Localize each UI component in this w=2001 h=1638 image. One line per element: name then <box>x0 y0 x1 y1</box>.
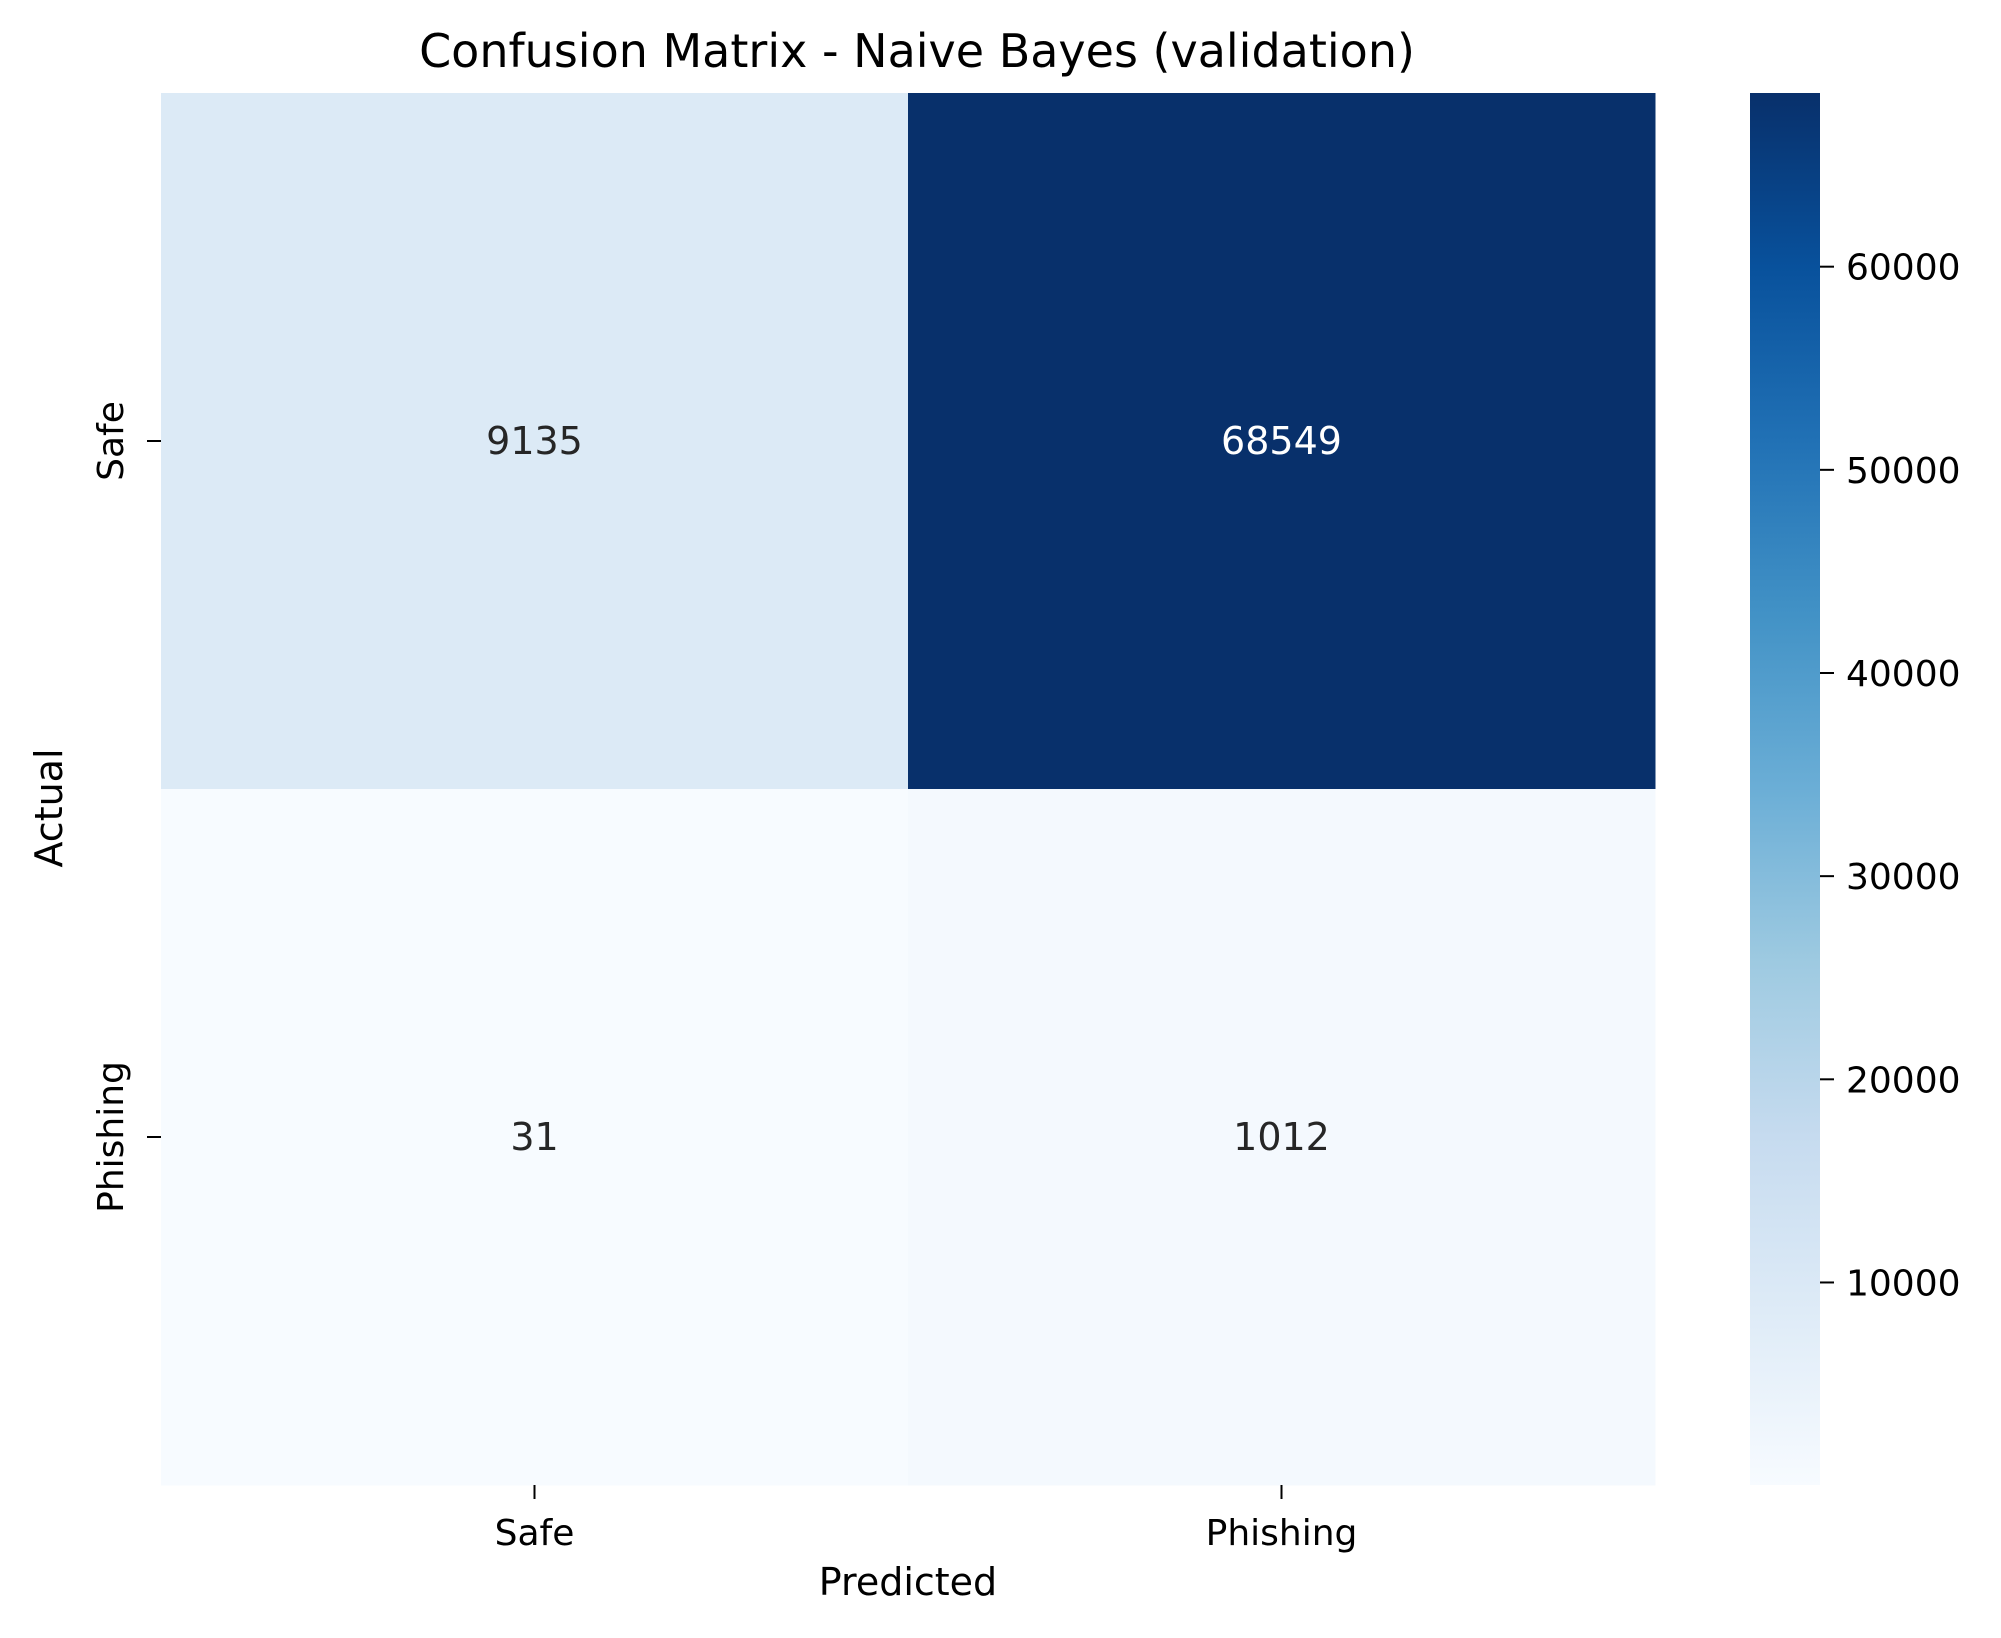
axis-ticks: Safe Phishing Safe Phishing <box>91 401 1357 1554</box>
heatmap-cell <box>161 789 909 1486</box>
heatmap-cells <box>161 93 1656 1486</box>
y-tick-label: Phishing <box>91 1061 132 1213</box>
cell-value-label: 9135 <box>486 419 583 463</box>
chart-title: Confusion Matrix - Naive Bayes (validati… <box>419 24 1415 78</box>
colorbar-tick-label: 20000 <box>1846 1060 1961 1101</box>
x-tick-label: Phishing <box>1206 1513 1358 1554</box>
heatmap-cell <box>908 93 1656 790</box>
cell-value-label: 68549 <box>1221 419 1342 463</box>
heatmap-cell <box>161 93 909 790</box>
colorbar-tick-label: 50000 <box>1846 451 1961 492</box>
colorbar-tick-label: 10000 <box>1846 1263 1961 1304</box>
colorbar-tick-label: 60000 <box>1846 248 1961 289</box>
y-tick-label: Safe <box>91 401 132 481</box>
x-tick-label: Safe <box>495 1513 575 1554</box>
cell-value-label: 31 <box>510 1115 558 1159</box>
colorbar-tick-label: 30000 <box>1846 857 1961 898</box>
colorbar-tick-label: 40000 <box>1846 654 1961 695</box>
x-axis-label: Predicted <box>819 1560 997 1604</box>
colorbar <box>1750 93 1820 1485</box>
y-axis-label: Actual <box>27 748 71 867</box>
heatmap-cell <box>908 789 1656 1486</box>
colorbar-ticks: 10000 20000 30000 40000 50000 60000 <box>1820 248 1961 1304</box>
cell-value-label: 1012 <box>1233 1115 1330 1159</box>
heatmap-cell-labels: 9135 68549 31 1012 <box>486 419 1342 1159</box>
